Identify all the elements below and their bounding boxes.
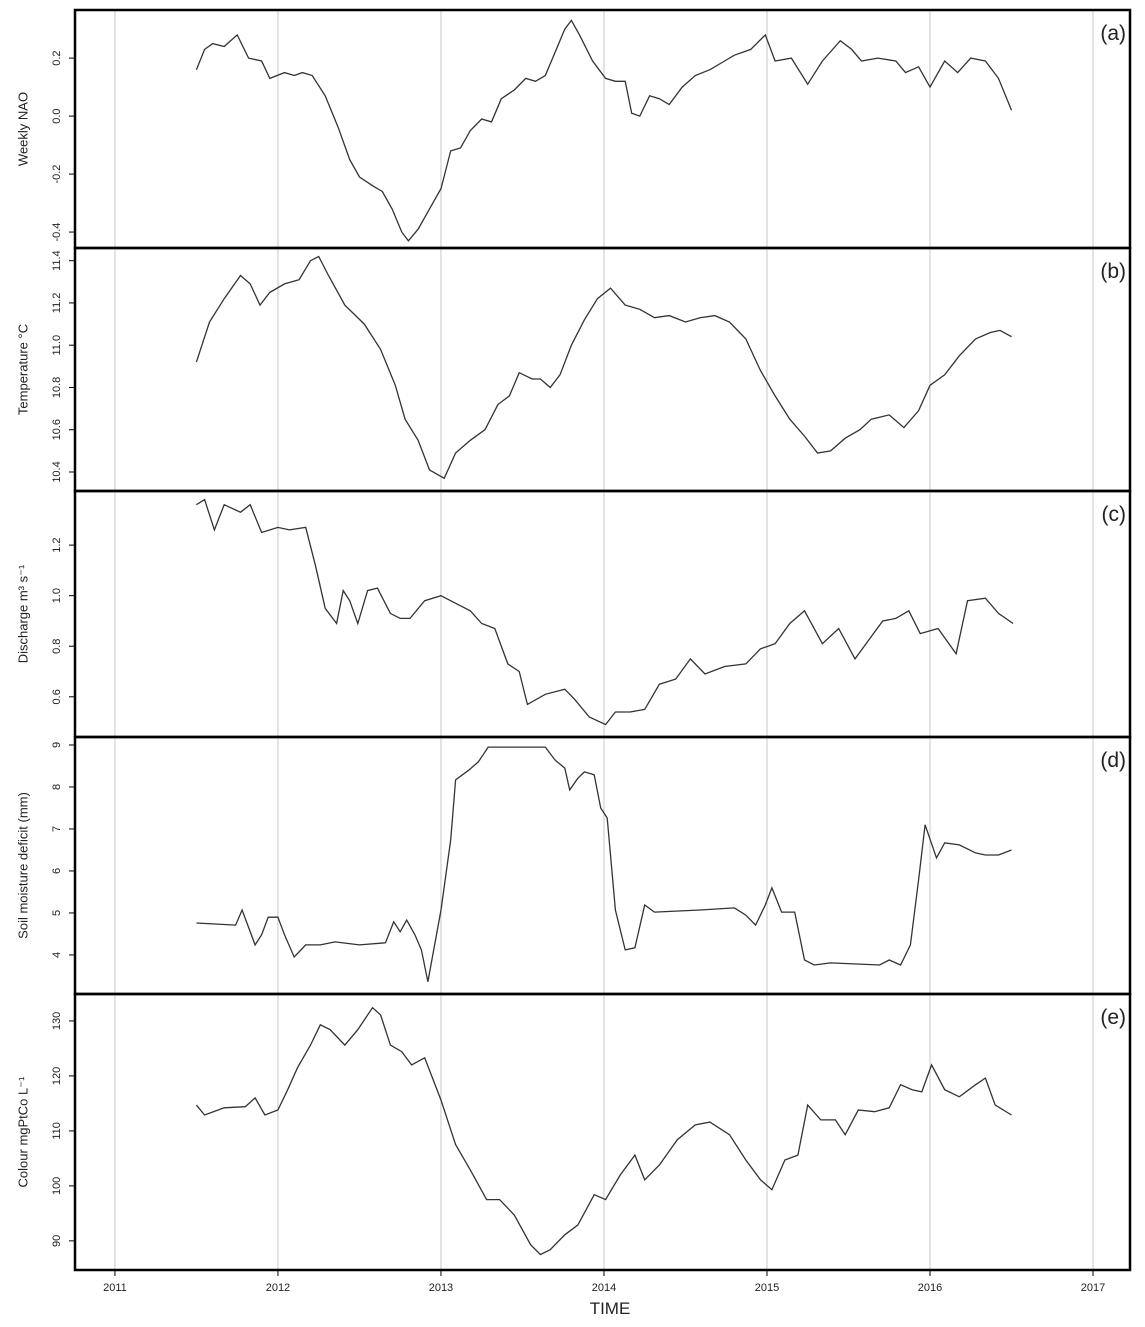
y-axis-title: Temperature °C bbox=[15, 324, 30, 415]
y-tick-label: 10.4 bbox=[51, 461, 63, 482]
y-tick-label: -0.2 bbox=[51, 165, 63, 184]
x-tick-label: 2016 bbox=[918, 1282, 942, 1294]
x-tick-label: 2011 bbox=[103, 1282, 127, 1294]
y-tick-label: 11.4 bbox=[51, 250, 63, 271]
data-line bbox=[195, 255, 1012, 480]
y-tick-label: 4 bbox=[51, 952, 63, 958]
y-tick-label: 7 bbox=[51, 826, 63, 832]
y-tick-label: 0.2 bbox=[51, 50, 63, 65]
panel-label: (b) bbox=[1100, 260, 1126, 283]
data-line bbox=[196, 498, 1014, 726]
y-axis-title: Discharge m³ s⁻¹ bbox=[15, 564, 30, 663]
y-tick-label: 11.2 bbox=[51, 293, 63, 314]
y-tick-label: 100 bbox=[51, 1177, 63, 1195]
y-tick-label: 9 bbox=[51, 742, 63, 748]
panel-frame bbox=[73, 735, 1132, 996]
y-tick-label: 1.0 bbox=[51, 588, 63, 603]
y-tick-label: 90 bbox=[51, 1235, 63, 1247]
x-axis-title: TIME bbox=[590, 1299, 631, 1318]
y-tick-label: 10.8 bbox=[51, 377, 63, 398]
x-tick-label: 2013 bbox=[429, 1282, 453, 1294]
panel-frame bbox=[73, 246, 1132, 493]
y-tick-label: 6 bbox=[51, 868, 63, 874]
data-line bbox=[195, 19, 1013, 242]
y-tick-label: 0.8 bbox=[51, 639, 63, 654]
y-tick-label: 130 bbox=[51, 1012, 63, 1030]
y-axis-title: Colour mgPtCo L⁻¹ bbox=[15, 1076, 30, 1188]
x-tick-label: 2012 bbox=[266, 1282, 290, 1294]
y-tick-label: 11.0 bbox=[51, 335, 63, 356]
panel-label: (e) bbox=[1100, 1006, 1126, 1029]
y-axis-title: Weekly NAO bbox=[15, 92, 30, 166]
y-tick-label: 10.6 bbox=[51, 419, 63, 440]
panel-frame bbox=[73, 489, 1132, 739]
panel-label: (c) bbox=[1102, 503, 1127, 526]
x-tick-label: 2017 bbox=[1081, 1282, 1105, 1294]
y-tick-label: 5 bbox=[51, 910, 63, 916]
x-tick-label: 2015 bbox=[755, 1282, 779, 1294]
panel-label: (d) bbox=[1100, 749, 1126, 772]
data-line bbox=[195, 1006, 1012, 1256]
panel-frame bbox=[73, 8, 1132, 250]
y-tick-label: 8 bbox=[51, 784, 63, 790]
y-tick-label: 110 bbox=[51, 1122, 63, 1140]
data-line bbox=[196, 746, 1012, 982]
x-tick-label: 2014 bbox=[592, 1282, 616, 1294]
y-tick-label: -0.4 bbox=[51, 223, 63, 242]
y-tick-label: 0.6 bbox=[51, 689, 63, 704]
panel-frame bbox=[73, 992, 1132, 1272]
y-tick-label: 0.0 bbox=[51, 108, 63, 123]
y-axis-title: Soil moisture deficit (mm) bbox=[15, 792, 30, 939]
y-tick-label: 120 bbox=[51, 1067, 63, 1085]
y-tick-label: 1.2 bbox=[51, 537, 63, 552]
panel-label: (a) bbox=[1100, 22, 1126, 45]
